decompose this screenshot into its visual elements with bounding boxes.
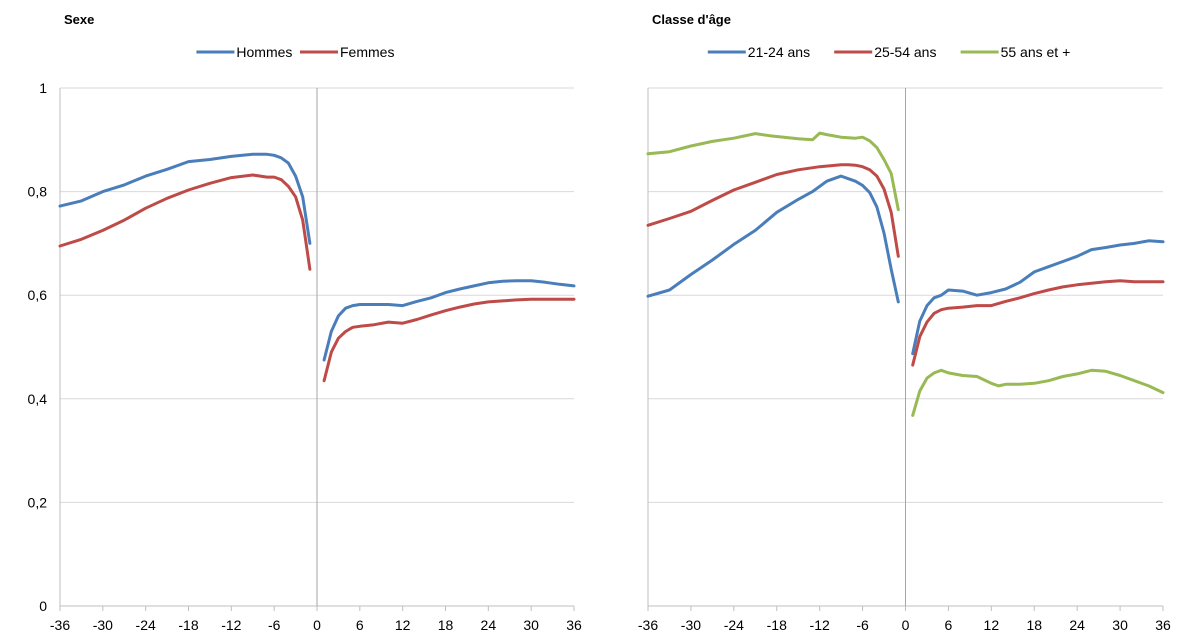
- y-tick-label: 0: [39, 598, 47, 614]
- x-tick-label: 12: [395, 617, 411, 633]
- x-tick-label: -12: [810, 617, 830, 633]
- x-tick-label: -6: [856, 617, 869, 633]
- x-tick-label: -12: [221, 617, 241, 633]
- x-tick-label: -36: [50, 617, 70, 633]
- x-tick-label: 18: [438, 617, 454, 633]
- x-axis: -36 -30 -24 -18 -12 -6 0 6 12 18 24 30 36: [638, 88, 1171, 633]
- series-lines: [58, 152, 576, 383]
- legend-label-femmes: Femmes: [340, 44, 394, 60]
- x-tick-label: -18: [767, 617, 787, 633]
- x-axis: -36 -30 -24 -18 -12 -6 0 6 12 18 24 30 36: [50, 88, 582, 633]
- series-line-25-54-ans-after: [911, 279, 1165, 367]
- panel-title: Classe d'âge: [652, 12, 731, 27]
- legend-label-55-ans-et-: 55 ans et +: [1001, 44, 1071, 60]
- series-line-55-ans-et--after: [911, 368, 1165, 417]
- x-tick-label: 0: [313, 617, 321, 633]
- x-tick-label: 30: [523, 617, 539, 633]
- series-line-femmes-before: [58, 173, 312, 271]
- x-tick-label: -36: [638, 617, 658, 633]
- series-line-25-54-ans-before: [646, 163, 900, 258]
- x-tick-label: -30: [681, 617, 701, 633]
- series-line-21-24-ans-before: [646, 174, 900, 304]
- series-line-hommes-before: [58, 152, 312, 245]
- x-tick-label: 24: [1069, 617, 1085, 633]
- x-tick-label: 36: [1155, 617, 1171, 633]
- x-tick-label: 18: [1026, 617, 1042, 633]
- legend: 21-24 ans 25-54 ans 55 ans et +: [707, 44, 1071, 60]
- series-line-hommes-after: [322, 279, 576, 362]
- legend-label-25-54-ans: 25-54 ans: [874, 44, 936, 60]
- legend: Hommes Femmes: [196, 44, 394, 60]
- series-line-femmes-after: [322, 297, 576, 383]
- chart-panel-sexe: Sexe 0 0,2 0,4 0,6 0,8 1 -36 -30 -24 -18 -12 -6 0 6 1…: [28, 12, 582, 633]
- legend-label-21-24-ans: 21-24 ans: [748, 44, 810, 60]
- y-axis: 0 0,2 0,4 0,6 0,8 1: [28, 80, 61, 614]
- y-tick-label: 0,4: [28, 391, 48, 407]
- x-tick-label: 36: [566, 617, 582, 633]
- x-tick-label: 12: [984, 617, 1000, 633]
- panel-title: Sexe: [64, 12, 94, 27]
- y-tick-label: 0,6: [28, 287, 48, 303]
- x-tick-label: 6: [356, 617, 364, 633]
- x-tick-label: -6: [268, 617, 281, 633]
- series-line-21-24-ans-after: [911, 239, 1165, 356]
- x-tick-label: -18: [178, 617, 198, 633]
- x-tick-label: 0: [902, 617, 910, 633]
- y-tick-label: 0,8: [28, 184, 48, 200]
- x-tick-label: -24: [724, 617, 744, 633]
- x-tick-label: -30: [93, 617, 113, 633]
- chart-panel-classe-age: Classe d'âge -36 -30 -24 -18 -12 -6 0 6 12 18 24 30…: [638, 12, 1171, 633]
- y-tick-label: 1: [39, 80, 47, 96]
- x-tick-label: 30: [1112, 617, 1128, 633]
- x-tick-label: 6: [945, 617, 953, 633]
- x-tick-label: 24: [481, 617, 497, 633]
- series-lines: [646, 131, 1165, 417]
- y-tick-label: 0,2: [28, 494, 48, 510]
- series-line-55-ans-et--before: [646, 131, 900, 212]
- legend-label-hommes: Hommes: [236, 44, 292, 60]
- x-tick-label: -24: [136, 617, 156, 633]
